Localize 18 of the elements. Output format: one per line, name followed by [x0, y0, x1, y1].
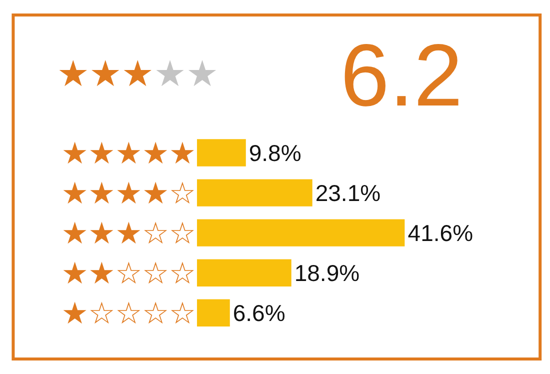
text: ★★ [154, 54, 218, 95]
bar [196, 179, 312, 206]
y-tick-label: ★★★☆☆ [61, 216, 196, 252]
y-tick-label: ★☆☆☆☆ [61, 296, 196, 332]
data-label: 18.9% [294, 260, 360, 286]
y-tick-label: ★★★★★ [61, 136, 196, 172]
data-label: 9.8% [248, 140, 302, 166]
data-label: 41.6% [408, 220, 474, 246]
data-label: 23.1% [315, 180, 381, 206]
chart-title: 6.2 [340, 26, 463, 125]
y-tick-label: ★★★★☆ [61, 176, 196, 212]
y-tick-label: ★★☆☆☆ [61, 256, 196, 292]
bar [196, 259, 292, 286]
bar [196, 219, 405, 246]
data-label: 6.6% [232, 300, 286, 326]
bar [196, 299, 230, 326]
bar [196, 139, 246, 166]
text: ★★★ [57, 54, 154, 95]
